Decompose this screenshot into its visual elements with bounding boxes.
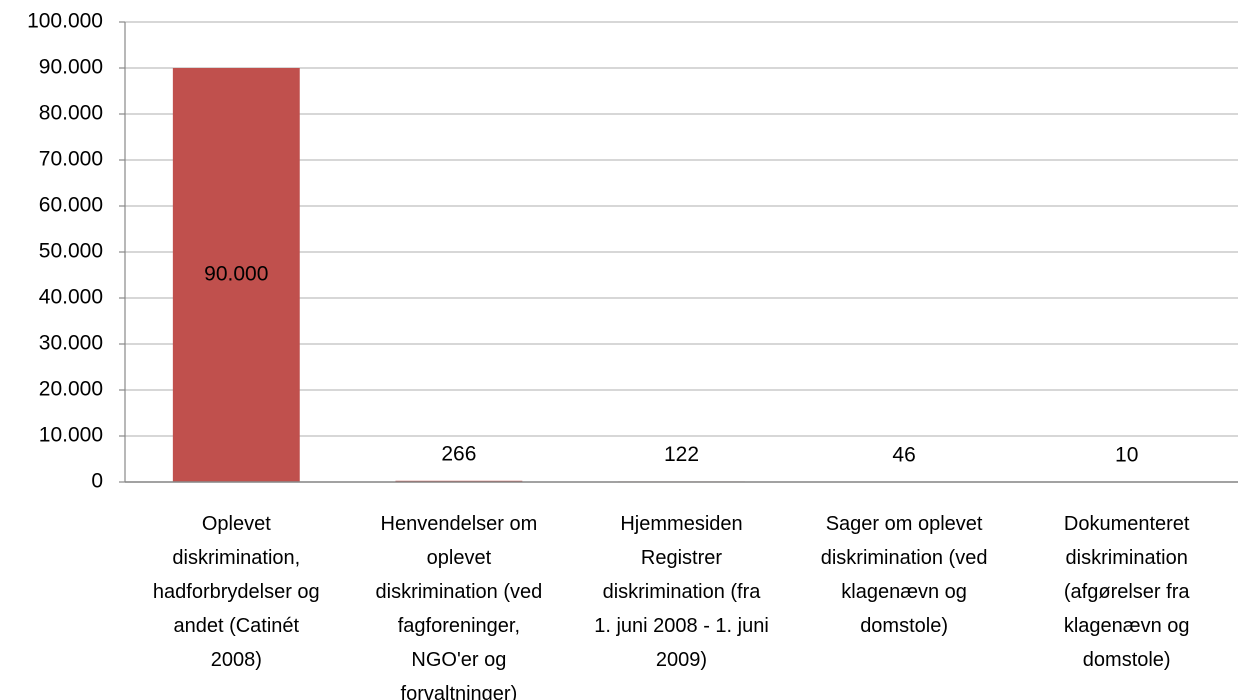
- y-tick-label: 10.000: [39, 424, 103, 447]
- y-tick-label: 30.000: [39, 332, 103, 355]
- x-tick-label: Dokumenteret diskrimination (afgørelser …: [1063, 513, 1190, 671]
- y-tick-label: 0: [91, 470, 103, 493]
- data-label: 122: [664, 443, 699, 466]
- data-label: 46: [892, 443, 915, 466]
- bar: [172, 68, 300, 482]
- y-tick-label: 70.000: [39, 148, 103, 171]
- x-tick-label: Oplevet diskrimination, hadforbrydelser …: [152, 513, 320, 671]
- x-tick-label: Sager om oplevet diskrimination (ved kla…: [820, 513, 988, 637]
- data-label: 10: [1115, 444, 1138, 467]
- data-label: 90.000: [204, 263, 268, 286]
- y-tick-label: 80.000: [39, 102, 103, 125]
- y-tick-label: 40.000: [39, 286, 103, 309]
- y-tick-label: 90.000: [39, 56, 103, 79]
- y-tick-label: 20.000: [39, 378, 103, 401]
- y-tick-label: 60.000: [39, 194, 103, 217]
- y-tick-label: 50.000: [39, 240, 103, 263]
- x-tick-label: Hjemmesiden Registrer diskrimination (fr…: [594, 513, 769, 671]
- x-tick-label: Henvendelser om oplevet diskrimination (…: [375, 513, 543, 700]
- data-label: 266: [441, 442, 476, 465]
- y-tick-label: 100.000: [27, 10, 103, 33]
